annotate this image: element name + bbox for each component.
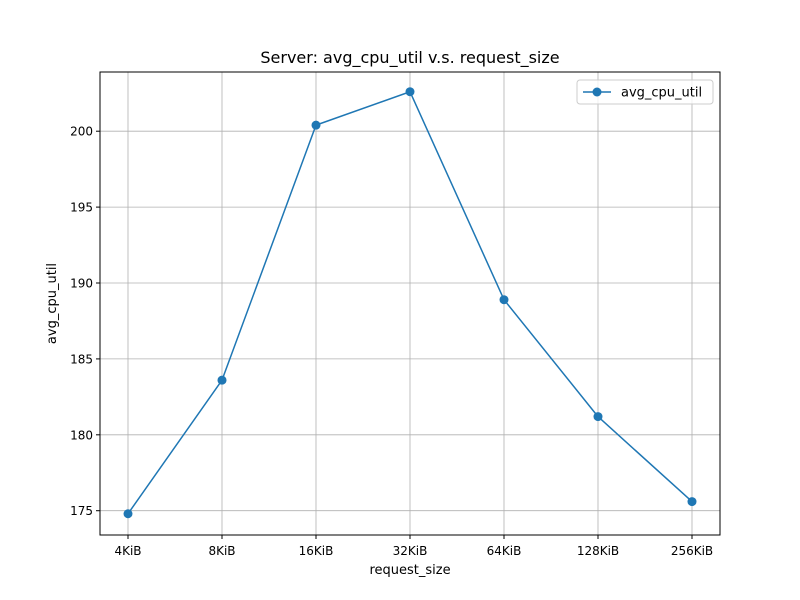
- series-layer: [123, 87, 697, 519]
- data-point: [687, 497, 697, 507]
- y-tick-label: 200: [70, 125, 93, 139]
- y-tick-label: 175: [70, 504, 93, 518]
- y-tick-label: 195: [70, 201, 93, 215]
- x-tick-label: 8KiB: [208, 544, 235, 558]
- data-point: [405, 87, 415, 97]
- y-tick-label: 185: [70, 352, 93, 366]
- legend-marker: [592, 87, 602, 97]
- legend-box: [576, 79, 714, 105]
- data-point: [123, 509, 133, 519]
- data-point: [593, 412, 603, 422]
- grid: [100, 72, 720, 535]
- x-tick-label: 64KiB: [487, 544, 522, 558]
- y-tick-label: 190: [70, 277, 93, 291]
- legend: avg_cpu_util: [576, 79, 714, 105]
- x-axis-ticks: 4KiB 8KiB 16KiB 32KiB 64KiB 128KiB 256KiB: [114, 535, 713, 558]
- y-axis-label: avg_cpu_util: [45, 263, 60, 344]
- legend-label: avg_cpu_util: [621, 86, 702, 101]
- x-tick-label: 16KiB: [299, 544, 334, 558]
- x-tick-label: 256KiB: [671, 544, 713, 558]
- x-tick-label: 4KiB: [114, 544, 141, 558]
- y-axis-ticks: 175 180 185 190 195 200: [70, 125, 100, 518]
- x-axis-label: request_size: [369, 563, 450, 578]
- data-point: [311, 120, 321, 130]
- data-point: [499, 295, 509, 305]
- data-point: [217, 375, 227, 385]
- y-tick-label: 180: [70, 428, 93, 442]
- chart-title: Server: avg_cpu_util v.s. request_size: [260, 48, 559, 68]
- x-tick-label: 128KiB: [577, 544, 619, 558]
- x-tick-label: 32KiB: [393, 544, 428, 558]
